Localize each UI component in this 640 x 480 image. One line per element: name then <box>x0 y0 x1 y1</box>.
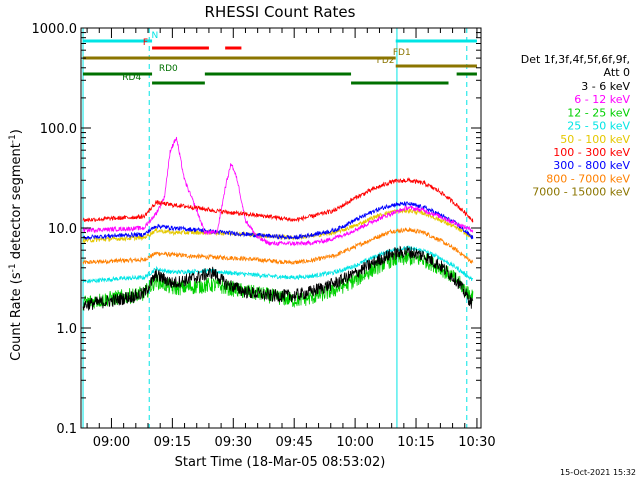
series-line-25-50-kev <box>82 244 474 284</box>
legend-entry: 100 - 300 keV <box>553 146 630 159</box>
legend-entry: 300 - 800 keV <box>553 159 630 172</box>
legend-entry: 3 - 6 keV <box>581 80 630 93</box>
series-line-100-300-kev <box>82 176 474 223</box>
series-line-12-25-kev <box>82 250 474 311</box>
chart-title: RHESSI Count Rates <box>205 3 356 21</box>
y-tick-label: 1.0 <box>56 322 77 337</box>
series-line-3-6-kev <box>82 245 474 312</box>
legend-entry: 7000 - 15000 keV <box>532 186 630 199</box>
legend-header-line2: Att 0 <box>604 66 630 79</box>
legend-header-line1: Det 1f,3f,4f,5f,6f,9f, <box>521 53 630 66</box>
flag-label-fd2: FD2 <box>377 56 395 66</box>
series-line-800-7000-kev <box>82 226 474 266</box>
x-tick-label: 09:30 <box>215 435 252 450</box>
flag-label-fd1: FD1 <box>393 48 411 58</box>
flag-label-rd4: RD4 <box>122 73 141 83</box>
legend-entry: 800 - 7000 keV <box>546 172 630 185</box>
x-tick-label: 09:00 <box>93 435 130 450</box>
legend: Det 1f,3f,4f,5f,6f,9f, Att 0 3 - 6 keV6 … <box>521 53 631 199</box>
generation-timestamp: 15-Oct-2021 15:32 <box>560 468 636 477</box>
y-tick-label: 0.1 <box>56 422 77 437</box>
x-tick-label: 09:45 <box>275 435 312 450</box>
y-axis-label: Count Rate (s-1 detector segment-1) <box>8 129 24 361</box>
flag-label-rd0: RD0 <box>159 64 178 74</box>
y-tick-label: 10.0 <box>48 222 77 237</box>
axes: 1000.0 100.0 10.0 1.0 0.1 09:00 09:15 09:30 09:4… <box>32 22 496 450</box>
x-tick-label: 10:15 <box>397 435 434 450</box>
series-line-300-800-kev <box>82 201 474 241</box>
x-tick-label: 10:00 <box>336 435 373 450</box>
series-line-6-12-kev <box>82 136 474 247</box>
legend-entry: 12 - 25 keV <box>567 106 630 119</box>
flag-label-f: F <box>143 38 148 48</box>
y-tick-label: 100.0 <box>40 122 77 137</box>
legend-entry: 25 - 50 keV <box>567 120 630 133</box>
legend-entry: 50 - 100 keV <box>560 133 630 146</box>
y-tick-label: 1000.0 <box>32 22 78 37</box>
x-tick-label: 09:15 <box>154 435 191 450</box>
series-group <box>82 136 474 312</box>
flag-label-n: N <box>152 31 159 41</box>
x-axis-label: Start Time (18-Mar-05 08:53:02) <box>175 455 386 470</box>
legend-entry: 6 - 12 keV <box>574 93 630 106</box>
x-tick-label: 10:30 <box>458 435 495 450</box>
